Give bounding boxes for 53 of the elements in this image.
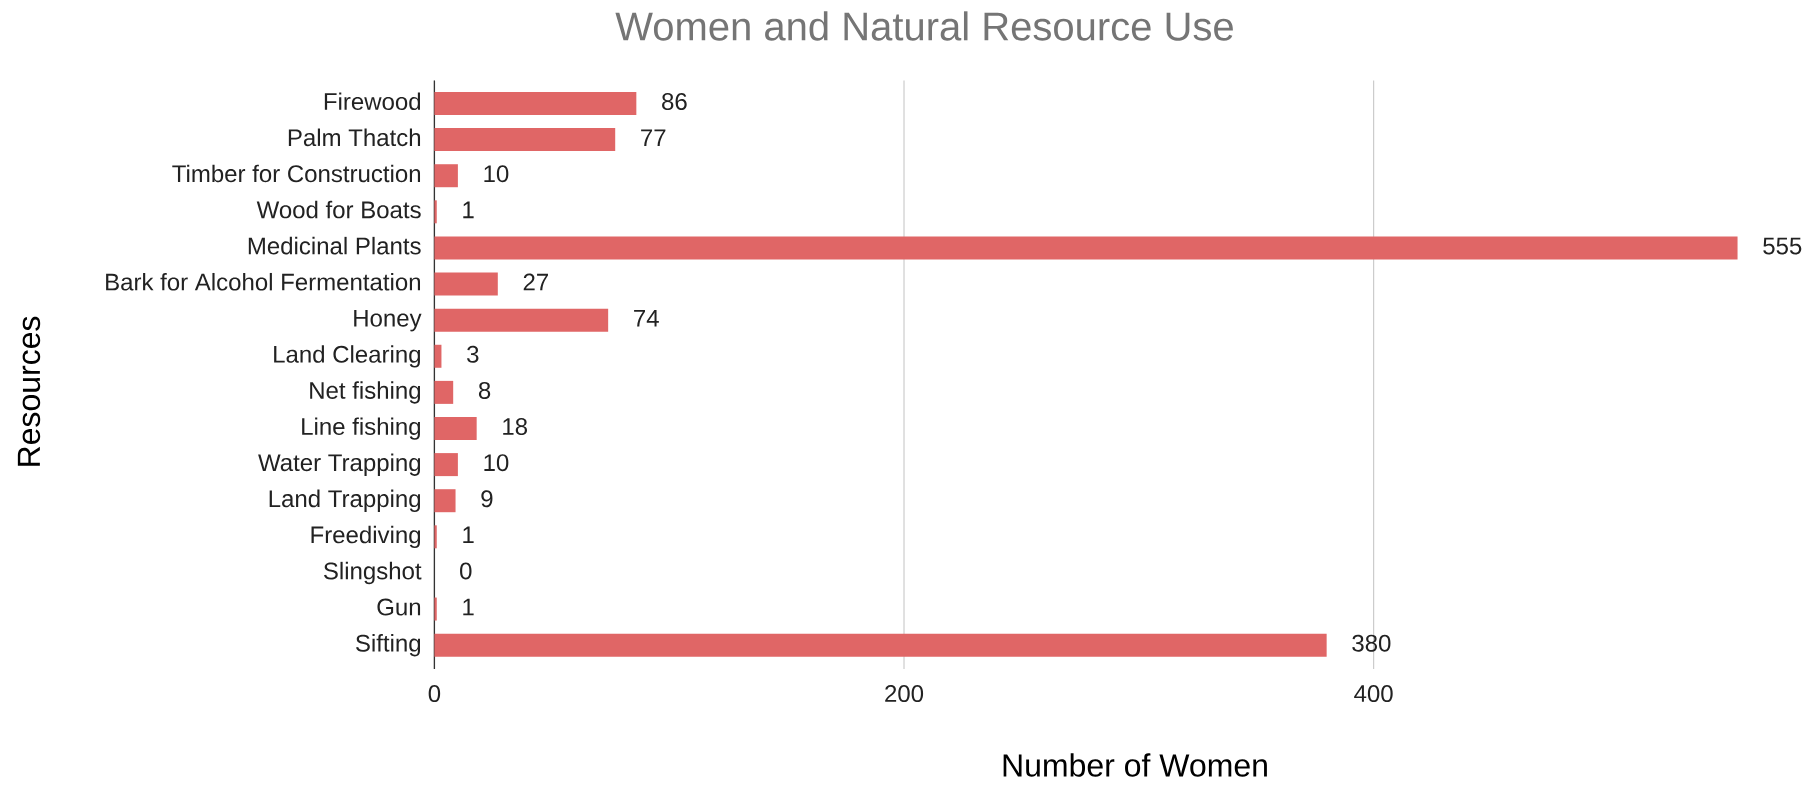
y-tick-label: Wood for Boats <box>256 200 421 219</box>
x-tick-label: 200 <box>885 685 924 703</box>
y-tick-label: Net fishing <box>310 381 421 404</box>
bar <box>434 525 437 549</box>
data-label: 74 <box>634 309 659 327</box>
bar <box>434 453 458 477</box>
bar <box>434 380 454 404</box>
y-tick-label: Timber for Construction <box>172 164 421 183</box>
chart-title: Women and Natural Resource Use <box>615 11 1233 41</box>
x-tick-label: 0 <box>428 685 441 703</box>
bar <box>434 308 609 332</box>
data-label: 3 <box>467 345 479 363</box>
data-label: 10 <box>484 454 509 472</box>
y-tick-label: Gun <box>377 598 421 616</box>
y-tick-label: Palm Thatch <box>288 128 421 147</box>
bar <box>434 489 456 513</box>
data-label: 18 <box>503 418 528 436</box>
bar <box>434 597 437 621</box>
bar <box>434 416 477 440</box>
bar <box>434 272 498 296</box>
bar <box>434 128 616 152</box>
data-label: 8 <box>478 381 491 399</box>
y-tick-label: Honey <box>354 309 422 332</box>
y-axis-title: Resources <box>17 316 41 466</box>
data-label: 380 <box>1352 634 1391 652</box>
bar <box>434 92 637 115</box>
data-label: 27 <box>523 273 548 291</box>
y-tick-label: Slingshot <box>323 561 422 585</box>
data-label: 86 <box>662 93 687 111</box>
bar <box>434 164 458 188</box>
data-label: 1 <box>463 201 474 219</box>
bar <box>434 236 1738 260</box>
bar <box>434 633 1327 657</box>
bar <box>434 344 442 368</box>
data-label: 0 <box>460 562 472 580</box>
data-label: 9 <box>481 490 493 508</box>
data-label: 555 <box>1763 237 1802 255</box>
y-tick-label: Sifting <box>355 634 421 657</box>
y-tick-label: Land Clearing <box>274 345 420 368</box>
x-axis-title: Number of Women <box>1003 753 1267 777</box>
data-label: 10 <box>484 165 509 183</box>
x-tick-label: 400 <box>1354 685 1393 703</box>
y-tick-label: Water Trapping <box>258 453 421 476</box>
y-tick-label: Freediving <box>311 525 421 549</box>
data-label: 1 <box>463 598 474 616</box>
y-tick-label: Line fishing <box>302 417 421 440</box>
y-tick-label: Firewood <box>324 92 421 111</box>
data-label: 77 <box>641 129 666 146</box>
y-tick-label: Land Trapping <box>269 489 421 512</box>
y-tick-label: Bark for Alcohol Fermentation <box>106 272 420 291</box>
bar <box>434 200 437 224</box>
data-label: 1 <box>463 526 474 544</box>
y-tick-label: Medicinal Plants <box>248 236 421 255</box>
